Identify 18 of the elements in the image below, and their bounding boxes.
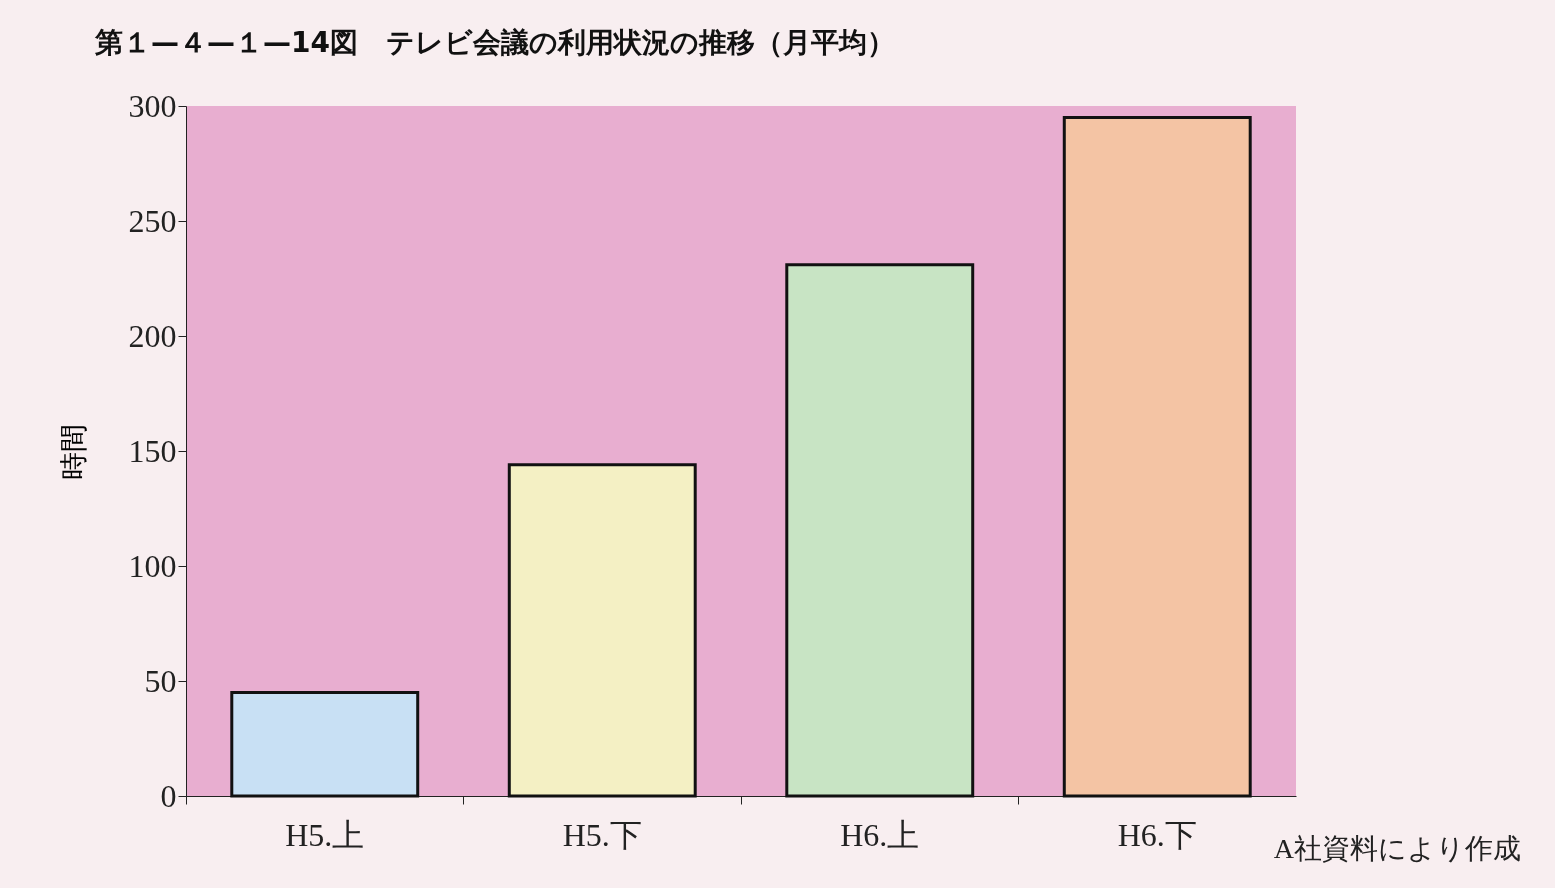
x-tick-label: H6.上 <box>840 816 920 853</box>
x-tick-label: H5.上 <box>285 816 365 853</box>
y-tick-label: 150 <box>128 432 177 469</box>
y-tick-label: 0 <box>160 777 177 814</box>
x-tick-label: H5.下 <box>562 816 642 853</box>
y-tick-label: 300 <box>128 87 177 124</box>
y-tick-label: 250 <box>128 202 177 239</box>
y-axis-title: 時間 <box>56 423 90 480</box>
x-tick-label: H6.下 <box>1117 816 1197 853</box>
bar <box>507 463 697 798</box>
bar <box>1062 116 1252 798</box>
y-tick-label: 200 <box>128 317 177 354</box>
y-tick-label: 50 <box>144 662 177 699</box>
y-tick-label: 100 <box>128 547 177 584</box>
text: A社資料により作成 <box>1273 832 1521 866</box>
bar <box>785 263 975 798</box>
bar <box>230 691 420 798</box>
chart-title: 第１—４—１—14図 テレビ会議の利用状況の推移（月平均） <box>94 26 895 59</box>
